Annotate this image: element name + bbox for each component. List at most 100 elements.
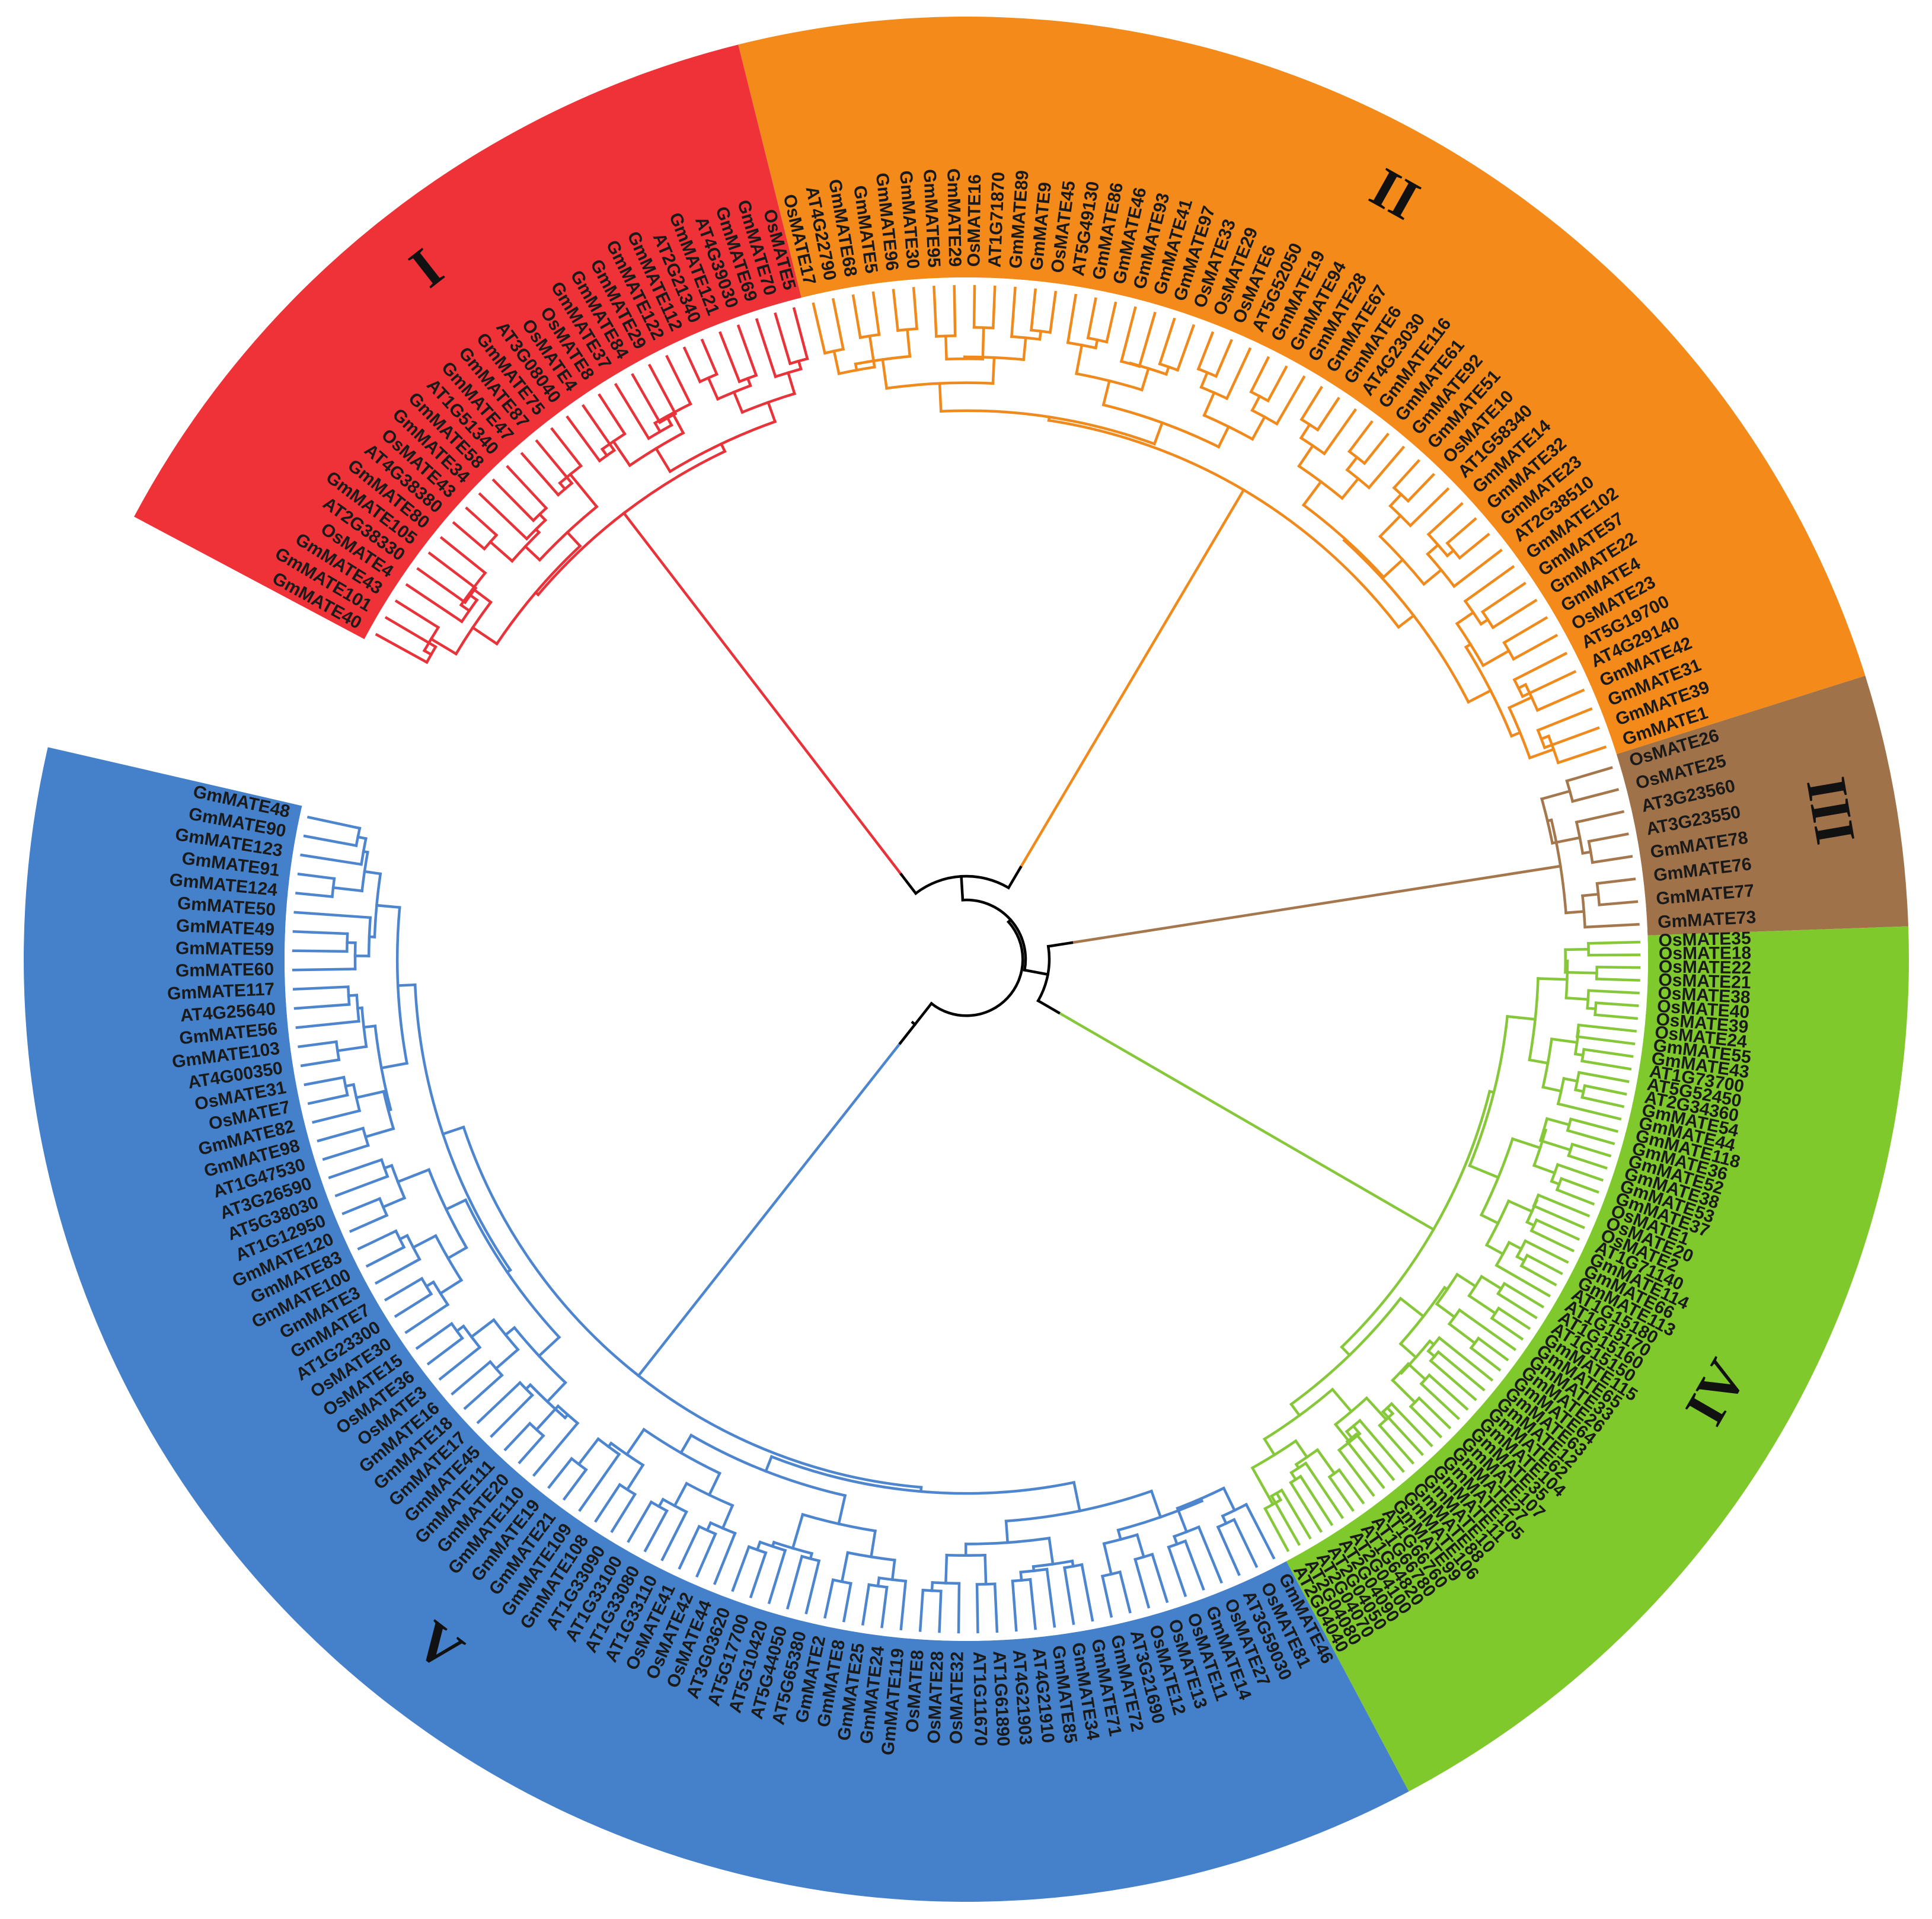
leaf-label: AT1G11670 — [969, 1651, 991, 1746]
branch — [731, 1545, 751, 1592]
branch — [1133, 1557, 1151, 1609]
branch — [679, 1433, 693, 1455]
branch — [1587, 832, 1629, 843]
branch — [307, 1093, 349, 1106]
branch — [1063, 1566, 1075, 1626]
branch — [1587, 940, 1640, 945]
branch — [678, 1524, 701, 1570]
leaf-label: OsMATE21 — [1658, 970, 1751, 993]
branch — [1541, 1085, 1563, 1093]
branch — [938, 1589, 943, 1633]
branch — [1354, 1432, 1395, 1481]
branch — [356, 835, 368, 841]
branch — [1388, 492, 1403, 508]
branch — [1390, 1378, 1417, 1404]
branch — [1581, 892, 1600, 898]
branch — [1140, 366, 1151, 392]
branch — [1445, 517, 1477, 545]
branch — [1564, 970, 1598, 975]
branch — [892, 289, 899, 332]
branch — [1406, 472, 1435, 503]
branch — [404, 1302, 450, 1334]
branch — [823, 1578, 835, 1619]
branch — [610, 1492, 637, 1534]
branch — [562, 1467, 588, 1501]
branch — [1216, 1525, 1241, 1576]
branch — [438, 1278, 464, 1295]
branch — [1135, 1533, 1146, 1559]
branch — [439, 536, 487, 575]
branch — [1045, 1567, 1056, 1628]
branch — [614, 382, 651, 440]
branch — [1345, 1439, 1385, 1489]
branch — [566, 415, 602, 463]
branch — [292, 985, 350, 991]
branch — [1167, 1545, 1187, 1598]
branch — [1289, 1480, 1323, 1533]
branch — [1266, 365, 1288, 403]
branch — [471, 625, 499, 646]
branch — [1564, 947, 1590, 951]
branch — [503, 1421, 532, 1452]
branch — [1378, 1423, 1415, 1465]
leaf-label: GmMATE59 — [175, 938, 274, 959]
branch — [1537, 977, 1569, 981]
branch — [1537, 1193, 1591, 1218]
branch — [1535, 688, 1585, 712]
branch — [468, 593, 479, 602]
branch — [1010, 286, 1017, 339]
branch — [1345, 455, 1359, 472]
leaf-label: OsMATE22 — [1659, 957, 1752, 978]
branch — [1225, 347, 1252, 401]
branch — [593, 1483, 622, 1523]
branch — [455, 1324, 466, 1333]
branch — [1532, 1164, 1557, 1175]
branch — [1556, 745, 1607, 765]
branch — [381, 1196, 407, 1209]
branch — [1232, 1518, 1259, 1569]
branch — [438, 1345, 482, 1381]
branch — [1455, 611, 1476, 626]
branch — [1337, 1468, 1365, 1505]
branch — [1381, 557, 1405, 579]
sector-clade-V — [24, 747, 1409, 1902]
branch — [577, 1437, 601, 1467]
branch — [1509, 730, 1522, 738]
branch — [672, 1481, 689, 1508]
leaf-labels: GmMATE40GmMATE101GmMATE43OsMATE4AT2G3833… — [167, 168, 1757, 1757]
branch — [906, 328, 912, 358]
branch — [899, 1579, 908, 1631]
branch — [1502, 1282, 1545, 1309]
branch — [1297, 443, 1315, 468]
branch — [840, 1551, 850, 1583]
branch — [1049, 290, 1058, 334]
branch — [764, 1455, 774, 1473]
branch — [933, 285, 938, 338]
branch — [1216, 424, 1231, 449]
branch — [1381, 1410, 1425, 1457]
branch — [1176, 324, 1196, 372]
branch — [812, 302, 827, 355]
branch — [657, 1497, 665, 1509]
branch — [1378, 513, 1403, 538]
branch — [991, 356, 996, 385]
branch — [1528, 1058, 1550, 1065]
branch — [491, 478, 535, 523]
branch — [341, 1196, 382, 1215]
branch — [1491, 598, 1538, 630]
branch — [416, 567, 467, 605]
branch — [375, 633, 429, 665]
branch — [441, 1125, 465, 1136]
branch — [1490, 1316, 1524, 1341]
branch — [506, 465, 548, 510]
branch — [336, 1045, 368, 1053]
branch — [1507, 695, 1534, 710]
branch — [1577, 1071, 1630, 1083]
branch — [1263, 1437, 1276, 1457]
branch — [1094, 338, 1099, 350]
branch — [565, 530, 582, 548]
branch — [363, 870, 382, 876]
branch — [426, 1336, 464, 1366]
branch — [1048, 1537, 1055, 1566]
branch — [1575, 810, 1625, 824]
